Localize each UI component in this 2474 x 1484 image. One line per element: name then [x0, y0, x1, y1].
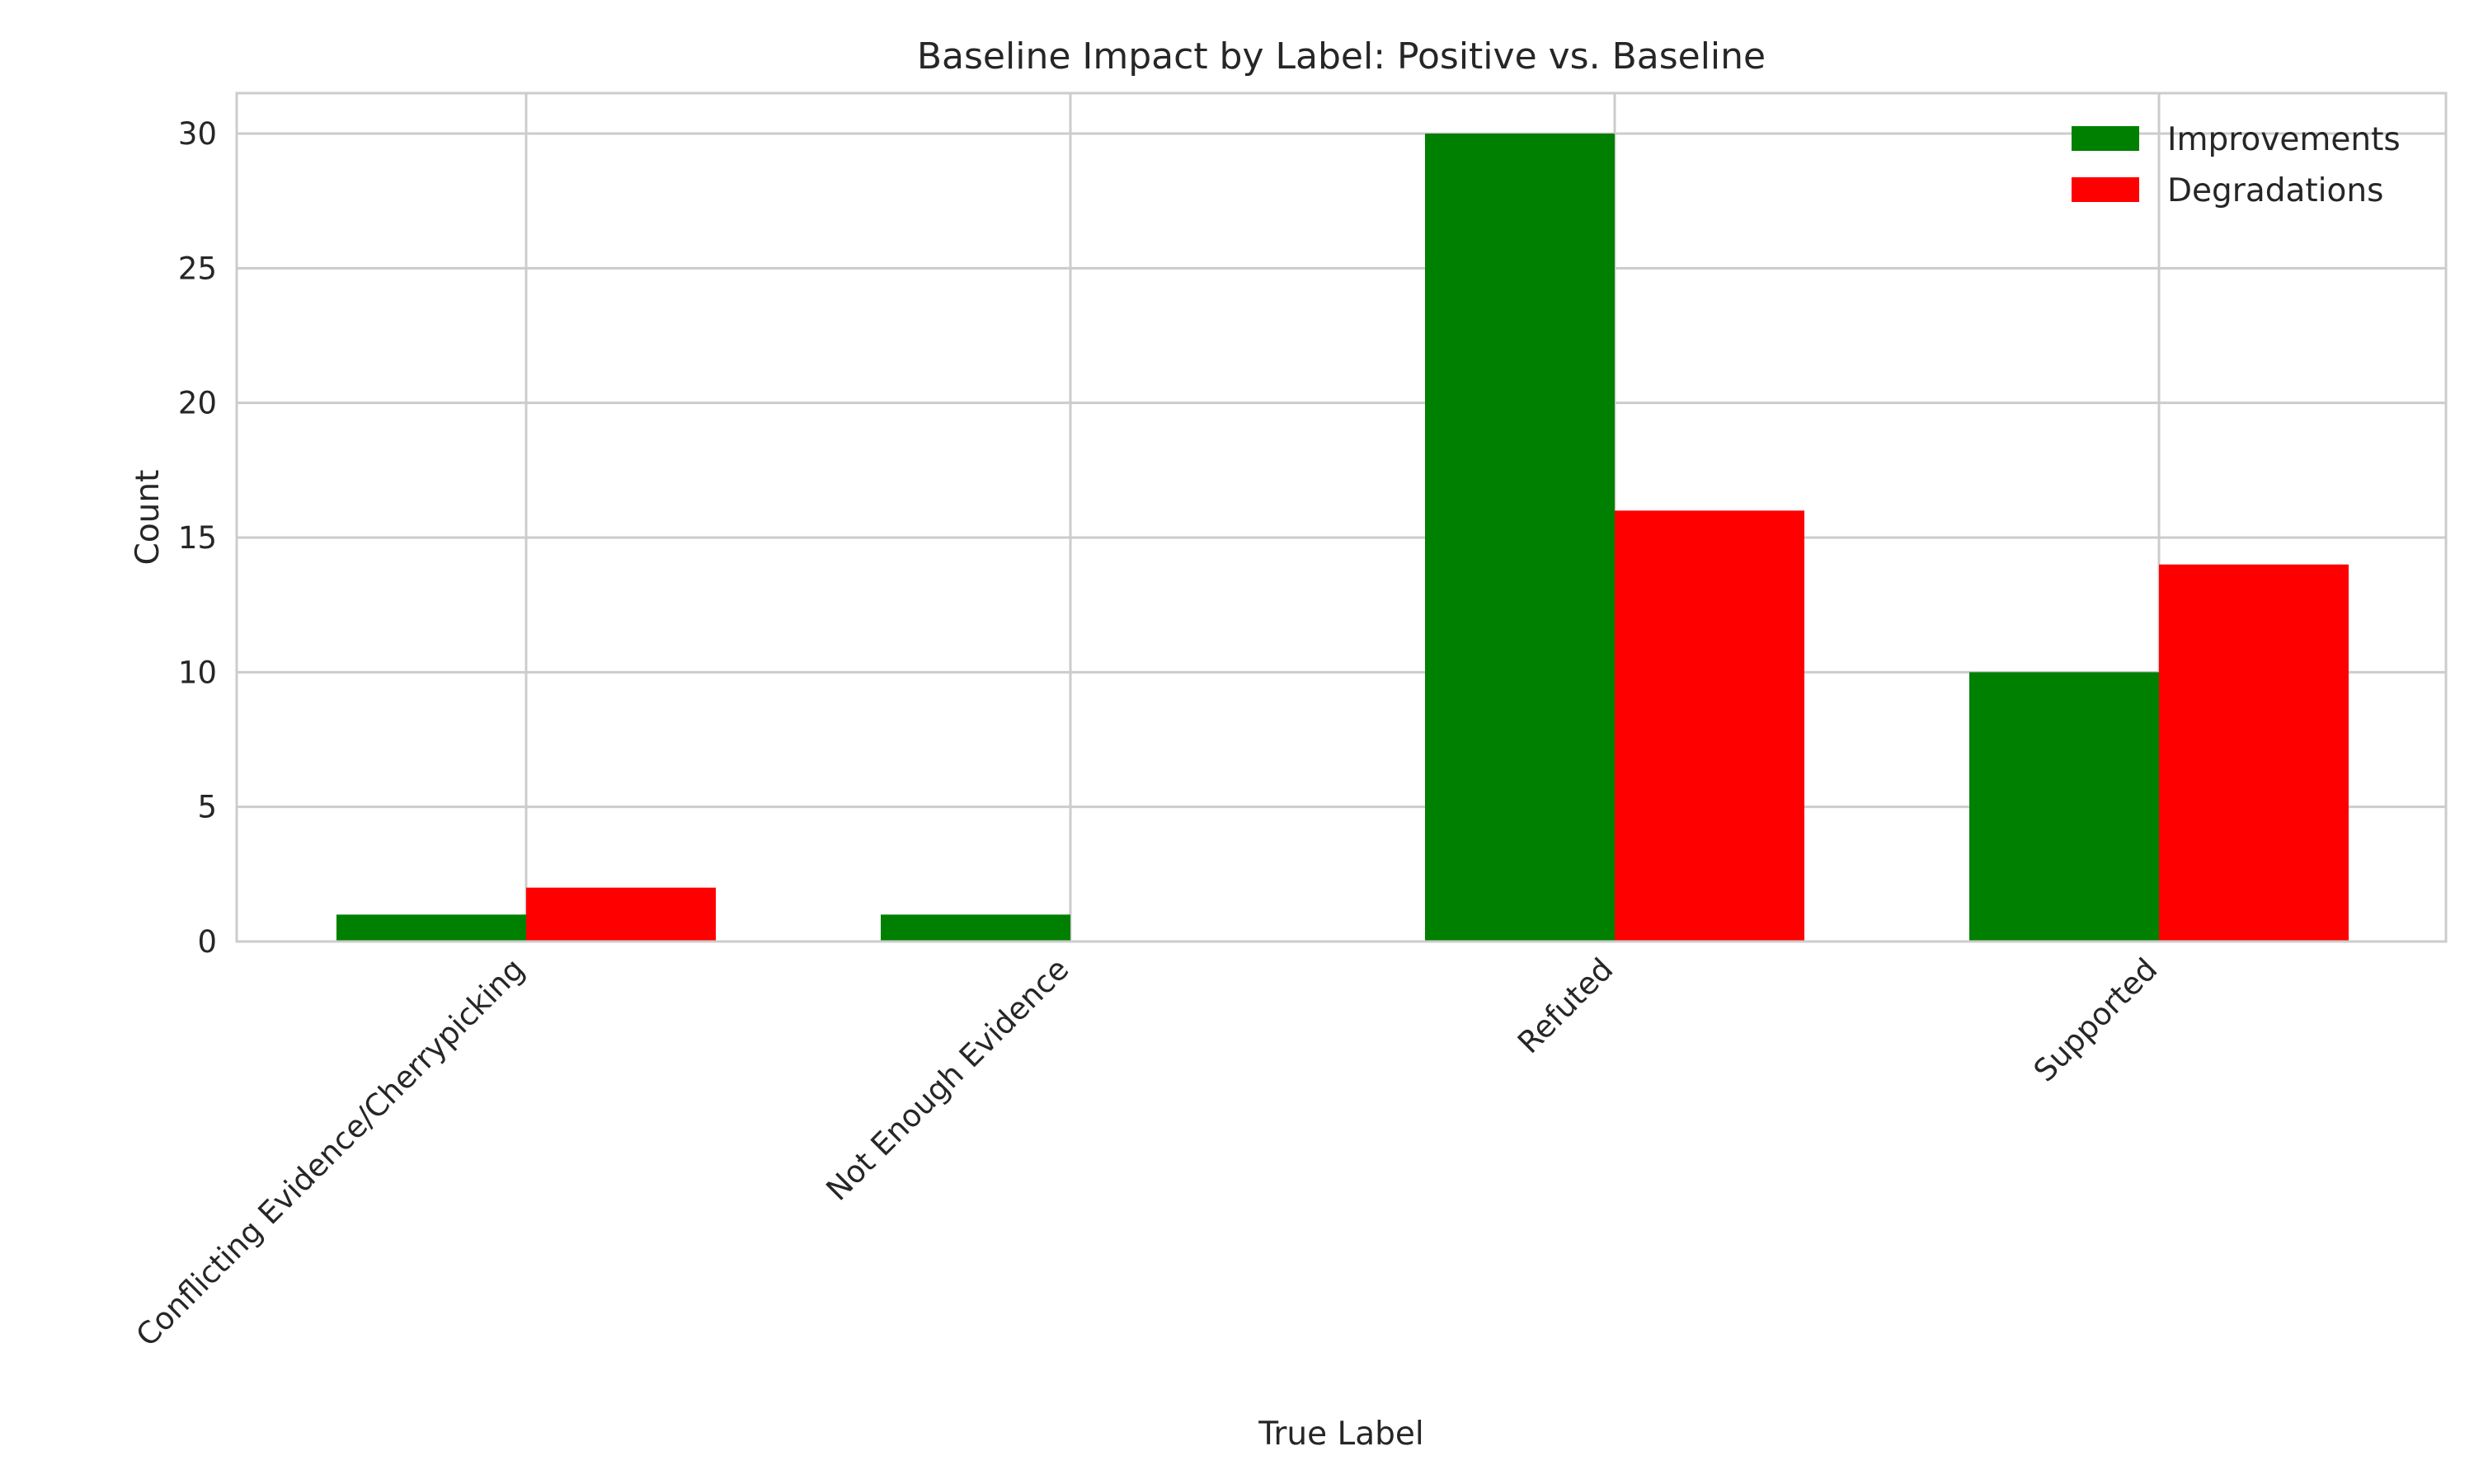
bar-improvements-1: [336, 914, 526, 942]
y-tick-label: 0: [197, 924, 217, 960]
y-tick-label: 15: [178, 520, 217, 556]
legend: Improvements Degradations: [2072, 121, 2401, 209]
plot-frame: [235, 92, 2448, 943]
bar-degradations-4: [2159, 564, 2349, 942]
y-tick-label: 30: [178, 116, 217, 152]
grid-lines: [237, 93, 2446, 943]
bars: [336, 134, 2349, 942]
y-tick-label: 10: [178, 655, 217, 690]
legend-swatch-degradations: [2072, 177, 2139, 202]
y-tick-label: 5: [197, 790, 217, 825]
legend-swatch-improvements: [2072, 126, 2139, 151]
x-axis-ticks: Conflicting Evidence/Cherrypicking Not En…: [129, 951, 2165, 1354]
y-axis-label: Count: [129, 470, 167, 566]
bar-degradations-3: [1615, 510, 1804, 942]
x-axis-label: True Label: [1258, 1416, 1423, 1453]
y-tick-label: 20: [178, 386, 217, 421]
x-tick-label: Conflicting Evidence/Cherrypicking: [129, 951, 532, 1354]
bar-degradations-1: [526, 887, 716, 942]
legend-label-degradations: Degradations: [2167, 172, 2383, 209]
legend-label-improvements: Improvements: [2167, 121, 2401, 158]
y-tick-label: 25: [178, 251, 217, 286]
y-axis-ticks: 0 5 10 15 20 25 30: [178, 116, 217, 960]
bar-improvements-4: [1969, 672, 2159, 942]
x-tick-label: Refuted: [1511, 951, 1620, 1060]
bar-improvements-2: [881, 914, 1070, 942]
x-tick-label: Not Enough Evidence: [820, 951, 1076, 1208]
chart-title: Baseline Impact by Label: Positive vs. B…: [917, 35, 1766, 77]
bar-improvements-3: [1425, 134, 1615, 942]
x-tick-label: Supported: [2027, 951, 2165, 1089]
